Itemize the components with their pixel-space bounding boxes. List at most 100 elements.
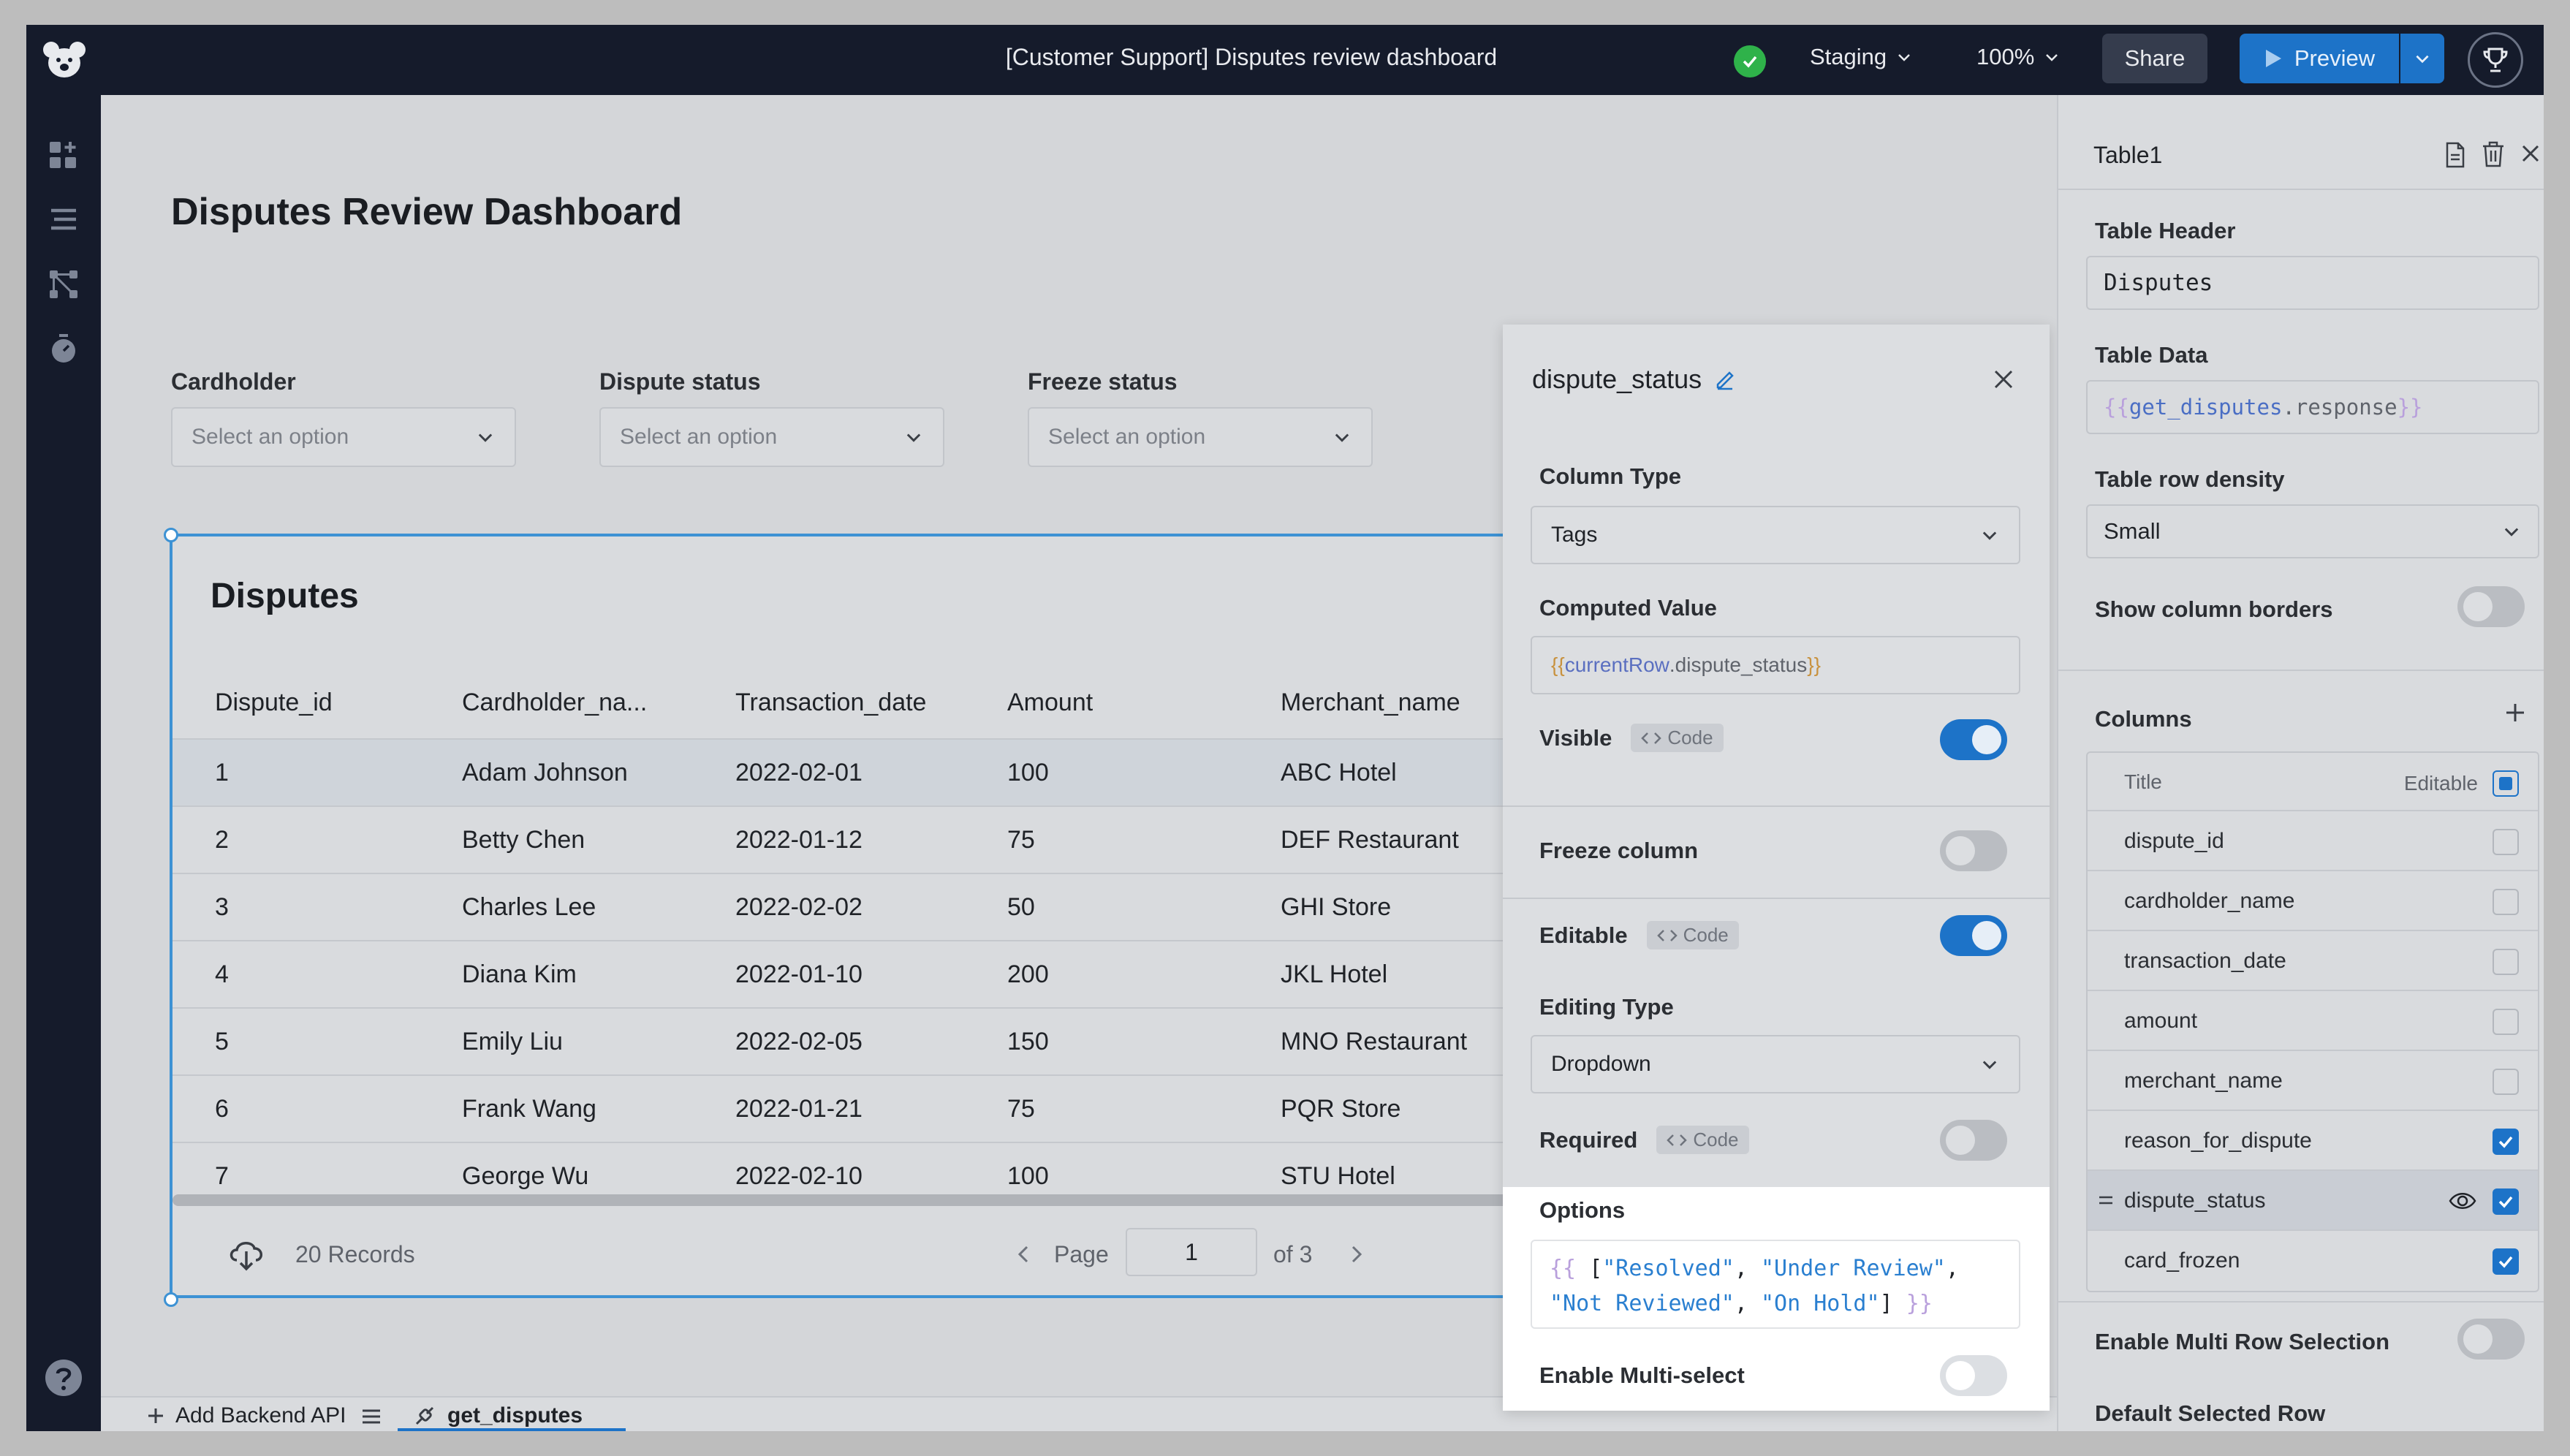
app-window: [Customer Support] Disputes review dashb… (26, 25, 2544, 1431)
column-item-transaction-date[interactable]: transaction_date (2088, 931, 2538, 991)
query-tab-get-disputes[interactable]: get_disputes (412, 1403, 583, 1428)
table-cell: Adam Johnson (462, 759, 628, 786)
code-brace: }} (1906, 1291, 1933, 1316)
components-icon[interactable] (47, 139, 80, 172)
column-item-reason-for-dispute[interactable]: reason_for_dispute (2088, 1111, 2538, 1171)
cardholder-select[interactable]: Select an option (171, 407, 516, 467)
chevron-down-icon (2504, 528, 2519, 536)
column-header[interactable]: Merchant_name (1281, 689, 1460, 716)
resize-handle[interactable] (164, 528, 178, 542)
editable-select-all-checkbox[interactable] (2493, 770, 2519, 797)
column-header[interactable]: Cardholder_na... (462, 689, 648, 716)
column-header[interactable]: Amount (1007, 689, 1093, 716)
menu-icon[interactable] (361, 1408, 382, 1425)
code-toggle-button[interactable]: Code (1646, 921, 1739, 949)
workflow-icon[interactable] (47, 268, 80, 301)
column-type-select[interactable]: Tags (1531, 506, 2020, 564)
code-string: "Not Reviewed" (1550, 1291, 1735, 1316)
table-row[interactable]: 4 Diana Kim 2022-01-10 200 JKL Hotel (173, 940, 1687, 1007)
share-button[interactable]: Share (2102, 34, 2207, 83)
editable-checkbox[interactable] (2493, 1069, 2519, 1095)
table-row[interactable]: 6 Frank Wang 2022-01-21 75 PQR Store (173, 1074, 1687, 1142)
zoom-dropdown[interactable]: 100% (1976, 44, 2061, 70)
editable-checkbox[interactable] (2493, 1188, 2519, 1215)
filter-label: Cardholder (171, 368, 296, 395)
code-string: "Under Review" (1761, 1256, 1946, 1281)
editable-checkbox[interactable] (2493, 889, 2519, 915)
editable-checkbox[interactable] (2493, 829, 2519, 855)
app-logo-icon[interactable] (41, 38, 88, 82)
table-row[interactable]: 1 Adam Johnson 2022-02-01 100 ABC Hotel (173, 738, 1687, 805)
editing-type-select[interactable]: Dropdown (1531, 1035, 2020, 1093)
code-label: Code (1693, 1129, 1739, 1150)
disputes-table[interactable]: Disputes Dispute_id Cardholder_na... Tra… (170, 534, 1690, 1298)
trophy-button[interactable] (2468, 32, 2523, 88)
editable-checkbox[interactable] (2493, 1009, 2519, 1035)
column-borders-toggle[interactable] (2457, 586, 2525, 627)
timer-icon[interactable] (47, 332, 80, 365)
drag-handle-icon[interactable] (2098, 1193, 2114, 1207)
code-toggle-button[interactable]: Code (1656, 1126, 1749, 1154)
table-row[interactable]: 2 Betty Chen 2022-01-12 75 DEF Restauran… (173, 805, 1687, 873)
code-toggle-button[interactable]: Code (1631, 724, 1724, 752)
column-item-card-frozen[interactable]: card_frozen (2088, 1231, 2538, 1291)
preview-options-button[interactable] (2400, 34, 2444, 83)
divider (1503, 898, 2050, 899)
column-header[interactable]: Dispute_id (215, 689, 333, 716)
editable-checkbox[interactable] (2493, 949, 2519, 975)
editable-checkbox[interactable] (2493, 1248, 2519, 1275)
computed-value-label: Computed Value (1539, 595, 1717, 621)
dispute-status-select[interactable]: Select an option (599, 407, 944, 467)
table-row[interactable]: 7 George Wu 2022-02-10 100 STU Hotel (173, 1142, 1687, 1209)
add-column-plus-icon[interactable] (2504, 702, 2526, 724)
column-type-label: Column Type (1539, 463, 1682, 489)
multi-row-selection-toggle[interactable] (2457, 1319, 2525, 1360)
table-row[interactable]: 5 Emily Liu 2022-02-05 150 MNO Restauran… (173, 1007, 1687, 1074)
required-toggle[interactable] (1940, 1120, 2007, 1161)
code-identifier: currentRow (1564, 653, 1669, 676)
columns-list: Title Editable dispute_id cardholder_nam… (2086, 751, 2539, 1292)
freeze-status-select[interactable]: Select an option (1028, 407, 1373, 467)
column-item-dispute-id[interactable]: dispute_id (2088, 811, 2538, 871)
chevron-left-icon[interactable] (1015, 1244, 1032, 1264)
environment-dropdown[interactable]: Staging (1810, 44, 1913, 70)
options-code-editor[interactable]: {{ ["Resolved", "Under Review", "Not Rev… (1531, 1240, 2020, 1329)
chevron-right-icon[interactable] (1348, 1244, 1365, 1264)
column-item-dispute-status[interactable]: dispute_status (2088, 1171, 2538, 1231)
table-row[interactable]: 3 Charles Lee 2022-02-02 50 GHI Store (173, 873, 1687, 940)
table-cell: 2022-02-10 (735, 1162, 863, 1190)
freeze-column-toggle[interactable] (1940, 830, 2007, 871)
editable-checkbox[interactable] (2493, 1129, 2519, 1155)
code-brackets-icon (1667, 1134, 1688, 1146)
document-icon[interactable] (2444, 142, 2466, 168)
column-item-cardholder-name[interactable]: cardholder_name (2088, 871, 2538, 931)
multiselect-toggle[interactable] (1940, 1355, 2007, 1396)
edit-pencil-icon[interactable] (1713, 367, 1737, 390)
column-item-merchant-name[interactable]: merchant_name (2088, 1051, 2538, 1111)
column-header[interactable]: Transaction_date (735, 689, 927, 716)
row-density-select[interactable]: Small (2086, 504, 2539, 558)
visible-toggle[interactable] (1940, 719, 2007, 760)
download-icon[interactable] (227, 1235, 268, 1272)
help-icon[interactable] (44, 1358, 83, 1398)
preview-button[interactable]: Preview (2240, 34, 2399, 83)
multiselect-label: Enable Multi-select (1539, 1362, 1745, 1388)
column-item-name: reason_for_dispute (2124, 1129, 2312, 1153)
close-icon[interactable] (2520, 143, 2541, 164)
computed-value-input[interactable]: {{ currentRow .dispute_status }} (1531, 636, 2020, 694)
add-backend-api-button[interactable]: Add Backend API (146, 1403, 346, 1428)
horizontal-scrollbar[interactable] (173, 1194, 1687, 1206)
table-header-input[interactable]: Disputes (2086, 256, 2539, 310)
api-plug-icon (415, 1406, 434, 1425)
page-input[interactable]: 1 (1126, 1228, 1257, 1276)
table-data-input[interactable]: {{ get_disputes .response }} (2086, 380, 2539, 434)
trash-icon[interactable] (2481, 140, 2506, 168)
list-icon[interactable] (47, 203, 80, 237)
editable-toggle[interactable] (1940, 915, 2007, 956)
table-cell: 75 (1007, 826, 1035, 854)
editable-label: Editable (1539, 922, 1628, 948)
column-item-amount[interactable]: amount (2088, 991, 2538, 1051)
eye-icon[interactable] (2449, 1190, 2476, 1212)
close-icon[interactable] (1993, 368, 2014, 390)
resize-handle[interactable] (164, 1292, 178, 1307)
